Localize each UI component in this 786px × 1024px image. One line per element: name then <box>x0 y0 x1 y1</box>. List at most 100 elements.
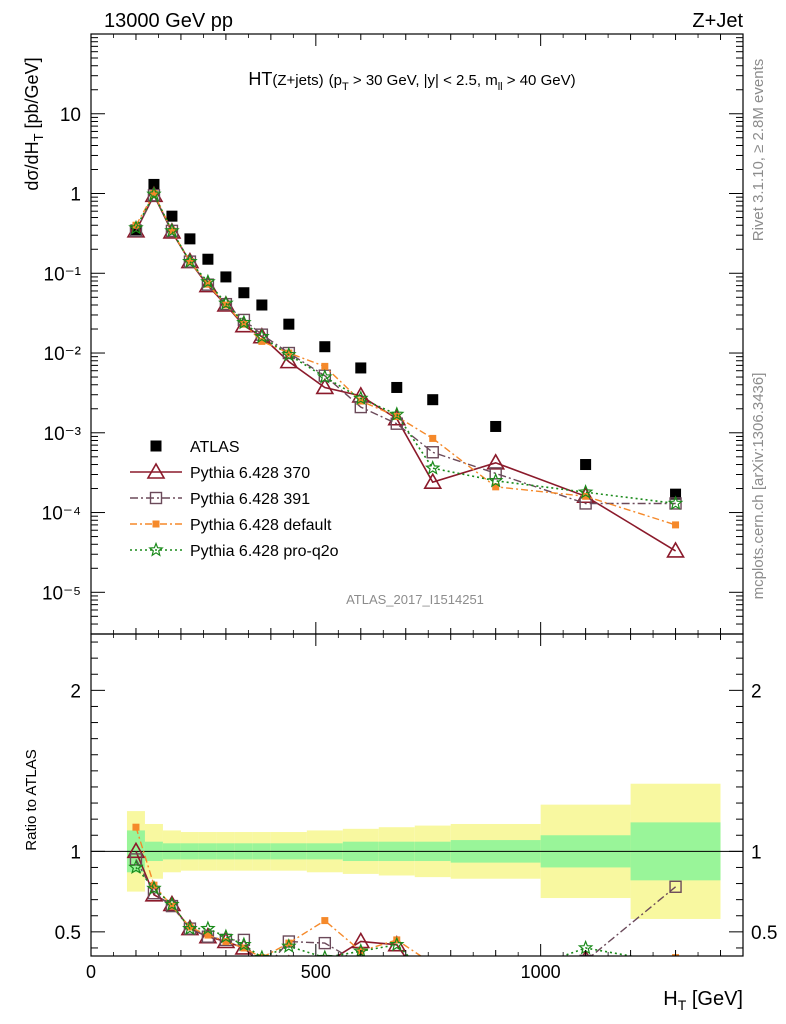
point-default <box>285 349 293 357</box>
ratio-point-proq2o <box>254 949 270 956</box>
legend-label-default: Pythia 6.428 default <box>190 517 332 534</box>
ratio-point-p391 <box>427 975 438 986</box>
ratio-point-p370 <box>494 954 497 956</box>
ratio-point-proq2o <box>389 936 405 952</box>
point-default <box>258 337 266 345</box>
point-proq2o <box>316 368 333 384</box>
series-line-p391 <box>135 193 676 505</box>
point-proq2o <box>200 273 216 289</box>
point-default <box>321 362 329 370</box>
x-tick-label: 1000 <box>521 962 561 982</box>
header-left: 13000 GeV pp <box>104 10 233 32</box>
ratio-point-p370 <box>287 954 290 956</box>
point-atlas <box>427 394 439 406</box>
point-p391 <box>147 189 161 202</box>
top-y-tick-label: 10⁻⁵ <box>42 583 81 604</box>
point-p370 <box>666 541 685 558</box>
ratio-point-p370 <box>668 972 684 986</box>
top-y-tick-label: 10⁻⁴ <box>42 504 81 525</box>
ratio-point-proq2o <box>236 936 252 952</box>
ratio-point-proq2o <box>675 955 676 956</box>
ratio-point-proq2o <box>128 859 144 875</box>
point-atlas <box>391 381 403 393</box>
ratio-point-p391 <box>165 899 179 913</box>
ratio-point-default <box>258 954 266 956</box>
top-y-tick-label: 10⁻¹ <box>44 264 82 285</box>
ratio-point-proq2o <box>490 974 502 986</box>
ratio-point-proq2o <box>200 920 216 936</box>
point-proq2o <box>218 295 234 310</box>
point-default <box>582 492 590 500</box>
ratio-y-tick-label: 1 <box>70 842 81 863</box>
ratio-point-proq2o <box>218 928 234 944</box>
top-ylabel: dσ/dHT [pb/GeV] <box>22 57 46 190</box>
point-proq2o <box>425 460 441 475</box>
ratio-point-default <box>132 823 140 831</box>
series-line-proq2o <box>135 192 676 505</box>
ratio-point-default <box>492 977 499 984</box>
ratio-point-p391 <box>129 853 143 866</box>
legend-label-p370: Pythia 6.428 370 <box>190 465 310 482</box>
legend-label-proq2o: Pythia 6.428 pro-q2o <box>190 543 339 560</box>
point-atlas <box>580 459 592 471</box>
legend: ATLAS Pythia 6.428 370 Pythia 6.428 391 Pyt… <box>130 439 339 560</box>
point-atlas <box>319 341 331 353</box>
point-proq2o <box>236 314 252 330</box>
ratio-point-default <box>285 939 293 947</box>
ratio-point-p370 <box>351 931 371 949</box>
ratio-point-default <box>222 938 230 946</box>
point-atlas <box>184 233 196 245</box>
ratio-point-proq2o <box>427 974 439 986</box>
point-p370 <box>216 295 236 312</box>
legend-marker-atlas <box>150 440 162 452</box>
ratio-point-proq2o <box>182 920 198 936</box>
top-y-tick-label: 10⁻³ <box>44 424 82 445</box>
legend-marker-p391 <box>149 491 163 505</box>
header-right: Z+Jet <box>692 10 743 32</box>
legend-label-atlas: ATLAS <box>190 439 240 456</box>
x-tick-label: 0 <box>86 962 96 982</box>
point-proq2o <box>281 346 297 362</box>
ratio-point-default <box>321 917 329 925</box>
point-proq2o <box>254 328 270 344</box>
bottom-ylabel: Ratio to ATLAS <box>23 749 40 850</box>
ratio-point-p370 <box>126 841 146 859</box>
ratio-point-default <box>186 923 194 931</box>
point-default <box>393 413 401 421</box>
plot-title-main: HT <box>248 69 272 89</box>
point-proq2o <box>389 406 405 422</box>
point-default <box>492 483 500 491</box>
axes: 0 500 1000 10⁻⁵ 10⁻⁴ 10⁻³ 10⁻² 10⁻¹ 1 10 0.5 0.5 1 1 2… <box>42 33 777 982</box>
top-y-tick-label: 10⁻² <box>44 344 82 365</box>
xlabel: HT [GeV] <box>663 988 743 1013</box>
point-default <box>150 190 158 198</box>
ratio-point-p391 <box>355 959 366 970</box>
plot-title-cuts-a-sub: T <box>342 81 349 93</box>
legend-label-p391: Pythia 6.428 391 <box>190 491 310 508</box>
ratio-y-tick-label-right: 1 <box>751 842 762 863</box>
point-atlas <box>670 488 682 500</box>
point-p370 <box>486 453 506 470</box>
ratio-point-default <box>582 955 590 956</box>
point-proq2o <box>353 390 369 405</box>
point-p370 <box>234 316 254 333</box>
top-y-tick-label: 1 <box>70 185 81 206</box>
point-p391 <box>201 278 215 291</box>
mcplots-label: mcplots.cern.ch [arXiv:1306.3436] <box>750 373 767 600</box>
point-proq2o <box>164 222 180 238</box>
bottom-frame <box>90 633 744 957</box>
ratio-point-proq2o <box>146 880 162 895</box>
top-frame <box>90 33 744 635</box>
ratio-point-p391 <box>318 936 332 950</box>
point-proq2o <box>487 472 504 488</box>
point-p370 <box>315 377 335 395</box>
ratio-point-proq2o <box>281 938 297 953</box>
point-atlas <box>238 287 250 299</box>
ratio-panel-series <box>126 823 684 986</box>
watermark: ATLAS_2017_I1514251 <box>346 592 484 607</box>
ratio-point-default <box>168 902 176 910</box>
ratio-point-p391 <box>490 975 501 986</box>
point-proq2o <box>128 219 144 235</box>
ratio-y-tick-label: 0.5 <box>55 923 81 944</box>
rivet-label: Rivet 3.1.10, ≥ 2.8M events <box>750 59 767 242</box>
